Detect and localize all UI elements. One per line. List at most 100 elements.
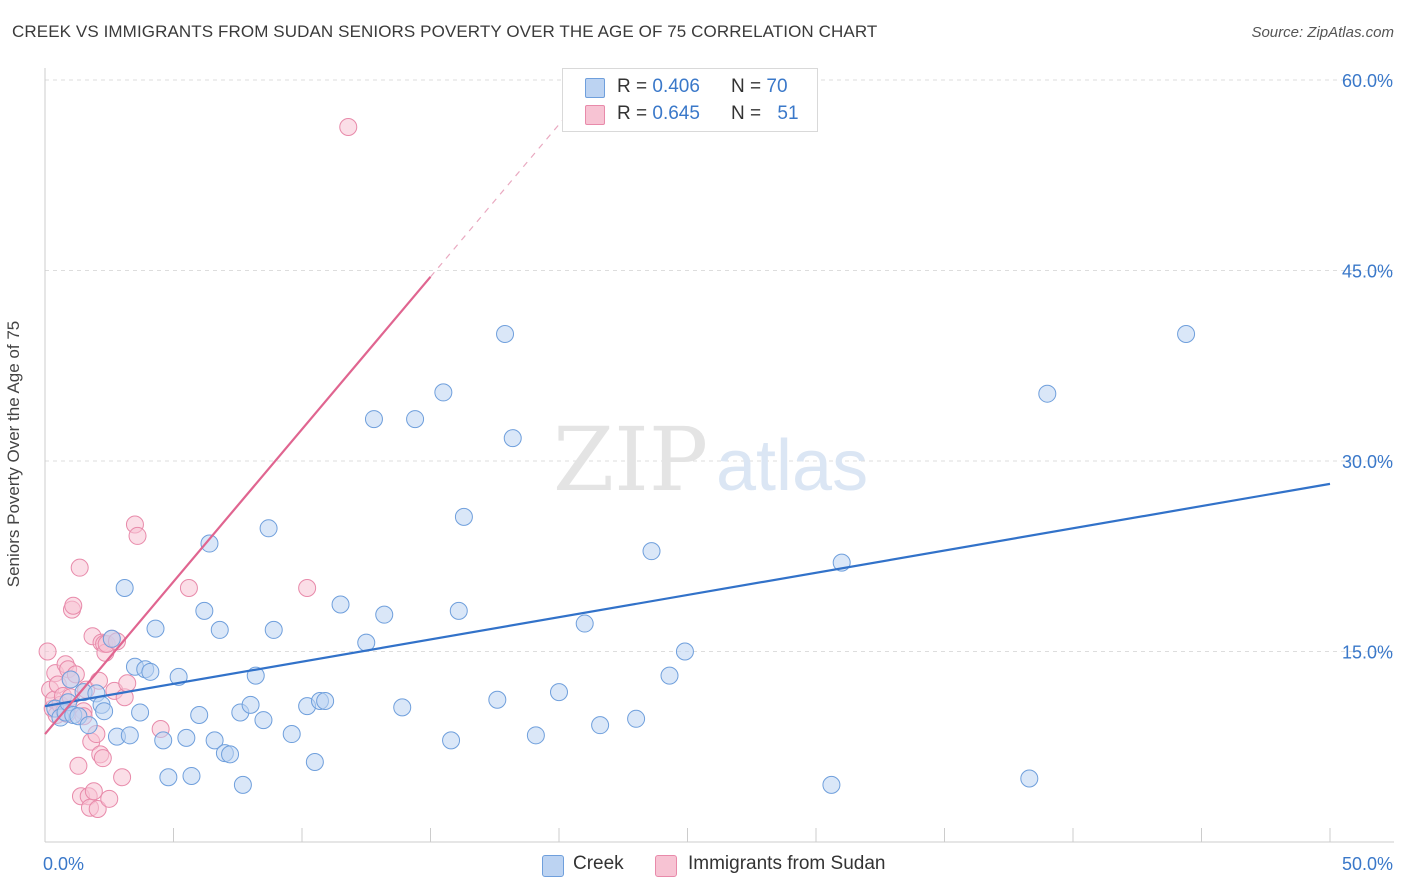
creek-point (259, 519, 278, 538)
series-legend: Creek Immigrants from Sudan (0, 852, 1406, 878)
creek-point (241, 695, 260, 714)
creek-legend-swatch (542, 855, 564, 877)
creek-point (454, 507, 473, 526)
legend-row-sudan: R = 0.645 N = 51 (563, 101, 817, 127)
creek-point (1020, 769, 1039, 788)
creek-point (210, 620, 229, 639)
creek-point (660, 666, 679, 685)
creek-point (177, 728, 196, 747)
sudan-legend-label: Immigrants from Sudan (688, 853, 886, 874)
x-tick-label: 0.0% (43, 854, 84, 874)
creek-point (393, 698, 412, 717)
sudan-point (113, 768, 132, 787)
creek-swatch (585, 78, 605, 98)
creek-point (190, 706, 209, 724)
sudan-point (179, 579, 198, 597)
creek-point (642, 542, 661, 561)
creek-points (46, 325, 1196, 794)
creek-point (115, 579, 134, 597)
creek-legend-label: Creek (573, 853, 624, 874)
sudan-point (84, 782, 103, 801)
creek-point (205, 731, 224, 750)
sudan-swatch (585, 105, 605, 125)
creek-point (503, 429, 522, 448)
source-label: Source: ZipAtlas.com (1251, 24, 1394, 41)
creek-point (442, 731, 461, 750)
sudan-point (88, 799, 107, 818)
creek-point (61, 670, 80, 689)
creek-point (449, 601, 468, 620)
creek-point (550, 683, 568, 702)
creek-point (159, 768, 178, 787)
sudan-point (93, 749, 112, 768)
creek-point (316, 692, 335, 711)
creek-point (120, 726, 139, 745)
sudan-point (339, 117, 358, 136)
creek-point (264, 620, 283, 639)
legend-r-label: R = 0.645 (617, 103, 700, 124)
legend-n-label: N = 70 (731, 76, 788, 97)
legend-n-value: 51 (777, 103, 799, 124)
x-tick-label: 50.0% (1342, 854, 1393, 874)
creek-point (822, 775, 841, 794)
watermark: ZIP atlas (553, 408, 868, 511)
y-tick-label: 45.0% (1342, 262, 1393, 282)
creek-point (305, 752, 324, 771)
creek-point (141, 662, 160, 681)
creek-point (182, 766, 201, 785)
creek-point (575, 614, 594, 633)
legend-r-value: 0.406 (652, 76, 700, 97)
sudan-point (64, 596, 83, 615)
legend-n-label: N = 51 (731, 103, 799, 124)
creek-point (233, 775, 252, 794)
creek-point (331, 595, 350, 614)
creek-point (95, 702, 114, 721)
creek-point (282, 725, 301, 744)
creek-point (79, 716, 98, 735)
creek-point (1177, 325, 1196, 343)
tick-labels: 15.0% 30.0% 45.0% 60.0% 0.0% 50.0% (43, 71, 1393, 874)
trend-lines (44, 93, 1331, 735)
creek-point (675, 642, 694, 661)
creek-point (195, 601, 214, 620)
correlation-legend: R = 0.406 N = 70 R = 0.645 N = 51 (562, 68, 818, 132)
creek-point (496, 325, 515, 343)
sudan-point (70, 558, 89, 577)
legend-n-value: 70 (766, 76, 788, 97)
watermark-atlas: atlas (716, 426, 868, 506)
sudan-trend-extension (430, 93, 586, 278)
sudan-point (128, 526, 147, 545)
creek-point (488, 690, 507, 709)
creek-point (102, 629, 121, 648)
creek-point (364, 410, 383, 429)
sudan-point (69, 756, 88, 775)
creek-point (434, 383, 453, 402)
creek-point (406, 410, 425, 429)
legend-row-creek: R = 0.406 N = 70 (563, 74, 817, 100)
y-tick-label: 60.0% (1342, 71, 1393, 91)
sudan-point (298, 579, 317, 597)
creek-point (375, 605, 394, 624)
sudan-point (38, 642, 57, 661)
creek-point (200, 534, 219, 553)
sudan-point (100, 789, 119, 808)
creek-point (526, 726, 545, 745)
legend-r-label: R = 0.406 (617, 76, 700, 97)
creek-point (154, 731, 173, 750)
chart-title: CREEK VS IMMIGRANTS FROM SUDAN SENIORS P… (12, 22, 878, 41)
gridlines (45, 79, 1394, 652)
creek-point (221, 745, 240, 764)
creek-point (1038, 384, 1057, 403)
creek-trend-line (44, 482, 1331, 708)
sudan-trend-line (44, 276, 432, 735)
sudan-legend-swatch (655, 855, 677, 877)
creek-point (131, 703, 150, 722)
legend-r-value: 0.645 (652, 103, 700, 124)
creek-point (254, 711, 273, 730)
watermark-zip: ZIP (553, 408, 708, 511)
creek-point (627, 709, 646, 728)
creek-point (146, 619, 165, 638)
sudan-point (118, 674, 137, 693)
y-tick-label: 15.0% (1342, 643, 1393, 663)
